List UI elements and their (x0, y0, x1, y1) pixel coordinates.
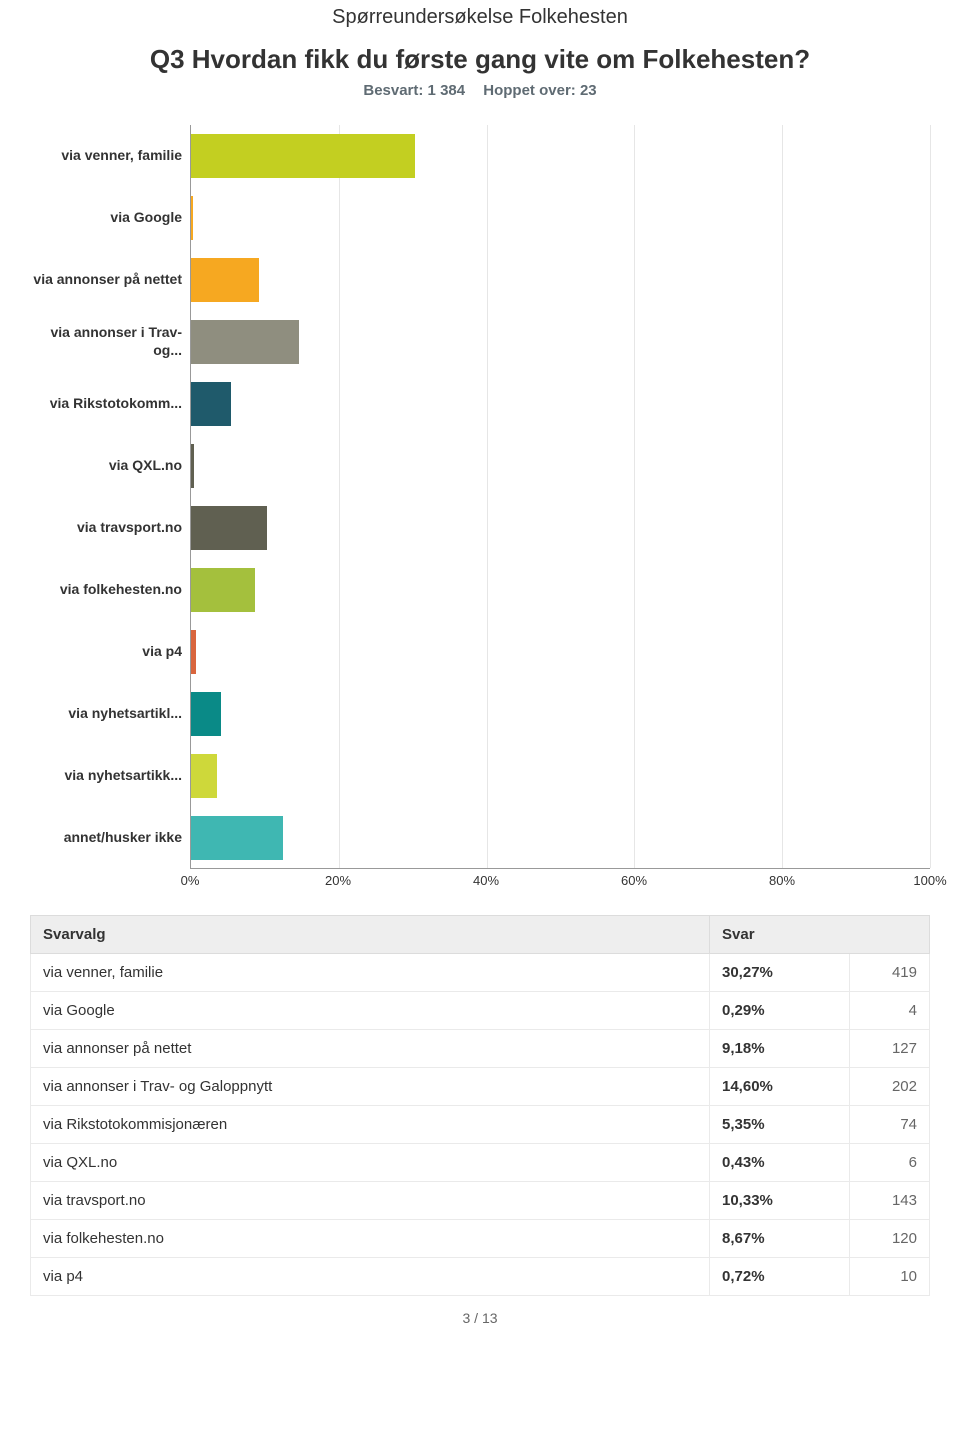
bar-chart: via venner, familie via Google via annonse… (30, 125, 930, 895)
table-cell-label: via travsport.no (31, 1181, 710, 1219)
table-cell-percentage: 30,27% (710, 953, 850, 991)
bar-fill (191, 196, 193, 240)
table-cell-label: via folkehesten.no (31, 1219, 710, 1257)
table-row: via folkehesten.no8,67%120 (31, 1219, 930, 1257)
table-row: via venner, familie30,27%419 (31, 953, 930, 991)
x-axis-tick: 60% (621, 873, 647, 888)
bar-fill (191, 754, 217, 798)
table-cell-count: 120 (850, 1219, 930, 1257)
bar-label: via Rikstotokomm... (30, 395, 190, 413)
bar-track (191, 435, 930, 497)
bar-track (191, 807, 930, 869)
bar-track (191, 373, 930, 435)
table-row: via Google0,29%4 (31, 991, 930, 1029)
table-cell-label: via QXL.no (31, 1143, 710, 1181)
table-cell-label: via annonser på nettet (31, 1029, 710, 1067)
bar-track (191, 745, 930, 807)
bar-fill (191, 568, 255, 612)
table-cell-label: via Rikstotokommisjonæren (31, 1105, 710, 1143)
bar-fill (191, 506, 267, 550)
skipped-count: Hoppet over: 23 (483, 82, 596, 99)
bar-label: via annonser i Trav- og... (30, 324, 190, 359)
question-meta: Besvart: 1 384 Hoppet over: 23 (30, 82, 930, 99)
bar-track (191, 249, 930, 311)
x-axis-tick: 0% (181, 873, 200, 888)
bar-fill (191, 258, 259, 302)
bar-track (191, 497, 930, 559)
table-cell-count: 6 (850, 1143, 930, 1181)
table-cell-label: via p4 (31, 1257, 710, 1295)
chart-gridline (930, 125, 931, 868)
bar-fill (191, 382, 231, 426)
bar-label: annet/husker ikke (30, 829, 190, 847)
bar-label: via p4 (30, 643, 190, 661)
question-title: Q3 Hvordan fikk du første gang vite om F… (30, 43, 930, 76)
table-header-option: Svarvalg (31, 915, 710, 953)
table-row: via Rikstotokommisjonæren5,35%74 (31, 1105, 930, 1143)
table-cell-percentage: 5,35% (710, 1105, 850, 1143)
table-row: via travsport.no10,33%143 (31, 1181, 930, 1219)
bar-label: via folkehesten.no (30, 581, 190, 599)
bar-fill (191, 444, 194, 488)
x-axis-tick: 20% (325, 873, 351, 888)
bar-label: via nyhetsartikl... (30, 705, 190, 723)
table-cell-count: 143 (850, 1181, 930, 1219)
table-cell-percentage: 0,43% (710, 1143, 850, 1181)
bar-fill (191, 630, 196, 674)
table-cell-label: via venner, familie (31, 953, 710, 991)
table-cell-percentage: 8,67% (710, 1219, 850, 1257)
table-cell-percentage: 14,60% (710, 1067, 850, 1105)
table-cell-percentage: 0,72% (710, 1257, 850, 1295)
bar-track (191, 559, 930, 621)
answered-count: Besvart: 1 384 (363, 82, 465, 99)
bar-label: via QXL.no (30, 457, 190, 475)
table-cell-count: 419 (850, 953, 930, 991)
bar-track (191, 311, 930, 373)
bar-label: via Google (30, 209, 190, 227)
bar-fill (191, 320, 299, 364)
results-table: Svarvalg Svar via venner, familie30,27%4… (30, 915, 930, 1296)
table-row: via annonser i Trav- og Galoppnytt14,60%… (31, 1067, 930, 1105)
table-cell-percentage: 10,33% (710, 1181, 850, 1219)
table-cell-label: via Google (31, 991, 710, 1029)
table-row: via annonser på nettet9,18%127 (31, 1029, 930, 1067)
x-axis-tick: 80% (769, 873, 795, 888)
bar-fill (191, 134, 415, 178)
bar-fill (191, 816, 283, 860)
table-cell-label: via annonser i Trav- og Galoppnytt (31, 1067, 710, 1105)
table-cell-percentage: 9,18% (710, 1029, 850, 1067)
bar-track (191, 683, 930, 745)
table-cell-count: 127 (850, 1029, 930, 1067)
bar-track (191, 621, 930, 683)
bar-label: via venner, familie (30, 147, 190, 165)
survey-title: Spørreundersøkelse Folkehesten (30, 6, 930, 29)
table-cell-count: 10 (850, 1257, 930, 1295)
x-axis-tick: 40% (473, 873, 499, 888)
bar-fill (191, 692, 221, 736)
table-cell-percentage: 0,29% (710, 991, 850, 1029)
page-number: 3 / 13 (30, 1310, 930, 1326)
x-axis-tick: 100% (913, 873, 946, 888)
bar-label: via nyhetsartikk... (30, 767, 190, 785)
table-cell-count: 4 (850, 991, 930, 1029)
table-cell-count: 202 (850, 1067, 930, 1105)
bar-track (191, 187, 930, 249)
bar-label: via travsport.no (30, 519, 190, 537)
table-row: via p40,72%10 (31, 1257, 930, 1295)
table-row: via QXL.no0,43%6 (31, 1143, 930, 1181)
bar-label: via annonser på nettet (30, 271, 190, 289)
table-header-responses: Svar (710, 915, 930, 953)
bar-track (191, 125, 930, 187)
table-cell-count: 74 (850, 1105, 930, 1143)
